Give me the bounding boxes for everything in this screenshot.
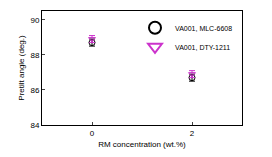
svg-text:VA001, MLC-6608: VA001, MLC-6608 <box>175 25 232 32</box>
svg-text:86: 86 <box>30 86 39 95</box>
svg-text:0: 0 <box>90 129 95 138</box>
svg-text:Pretilt angle (deg.): Pretilt angle (deg.) <box>17 35 26 101</box>
svg-text:90: 90 <box>30 16 39 25</box>
svg-text:2: 2 <box>190 129 195 138</box>
svg-text:88: 88 <box>30 51 39 60</box>
svg-text:RM concentration (wt.%): RM concentration (wt.%) <box>98 140 186 149</box>
svg-text:84: 84 <box>30 121 39 130</box>
svg-text:VA001, DTY-1211: VA001, DTY-1211 <box>175 44 230 51</box>
